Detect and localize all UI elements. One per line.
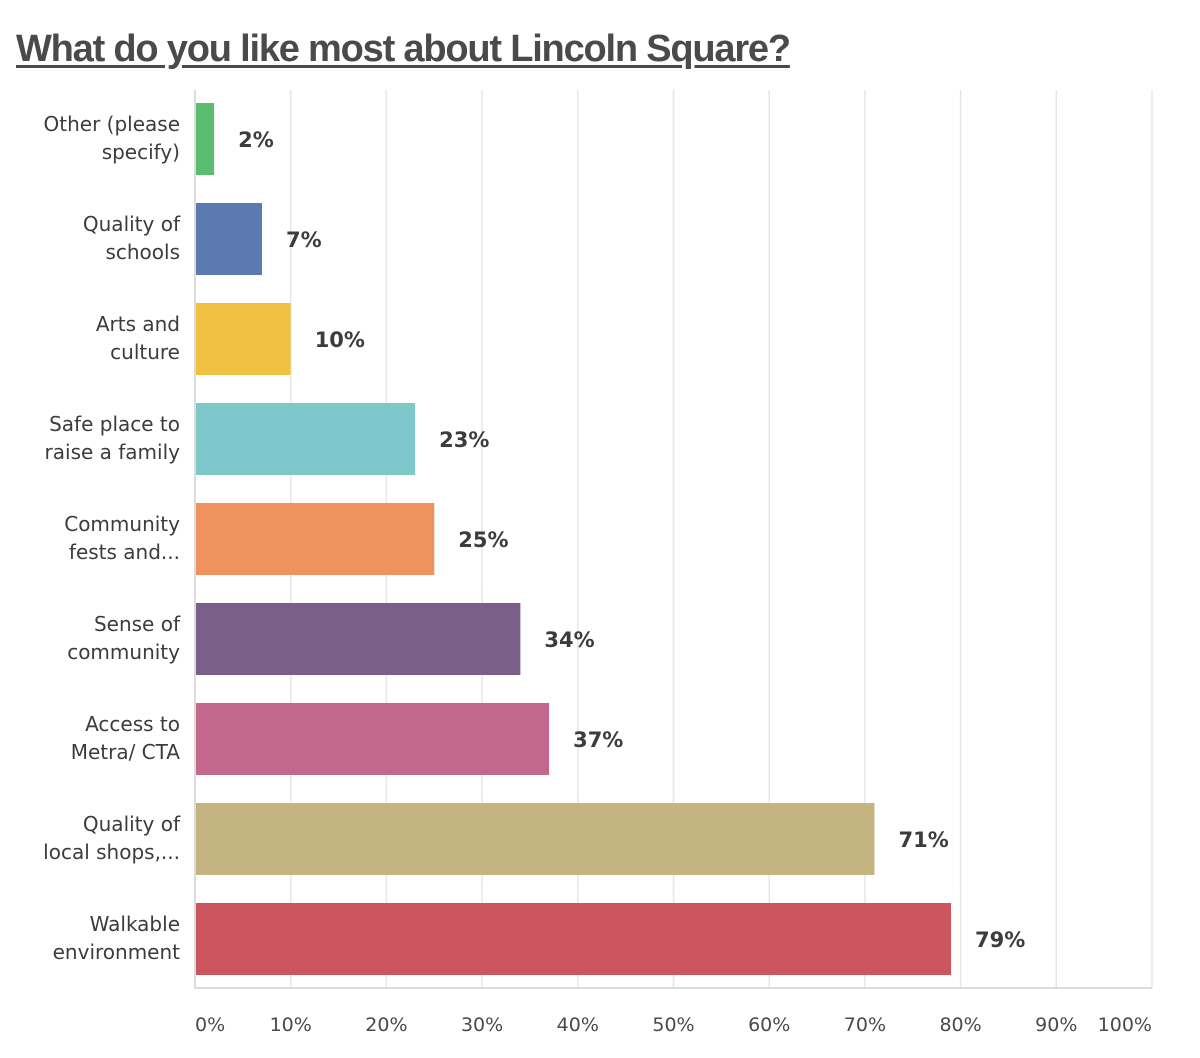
category-label: Other (please specify): [44, 112, 180, 164]
bar: [196, 603, 521, 675]
category-label: Walkable environment: [53, 912, 181, 964]
bar: [196, 303, 291, 375]
bar: [196, 203, 262, 275]
x-tick-label: 0%: [195, 1014, 225, 1036]
x-tick-label: 10%: [270, 1014, 312, 1036]
data-label: 10%: [315, 328, 365, 352]
x-tick-label: 40%: [557, 1014, 599, 1036]
data-label: 7%: [286, 228, 322, 252]
data-label: 34%: [544, 628, 594, 652]
category-label: Community fests and...: [64, 512, 180, 564]
bar: [196, 703, 550, 775]
category-label: Access to Metra/ CTA: [71, 712, 181, 764]
chart-title: What do you like most about Lincoln Squa…: [16, 28, 791, 70]
x-tick-label: 60%: [748, 1014, 790, 1036]
bar: [196, 103, 215, 175]
x-tick-label: 70%: [844, 1014, 886, 1036]
x-tick-label: 20%: [365, 1014, 407, 1036]
bar: [196, 803, 875, 875]
bar: [196, 503, 435, 575]
data-label: 79%: [975, 928, 1025, 952]
x-tick-label: 100%: [1098, 1014, 1152, 1036]
bars: [196, 103, 952, 975]
category-label: Safe place to raise a family: [45, 412, 181, 464]
x-tick-label: 30%: [461, 1014, 503, 1036]
category-label: Arts and culture: [96, 312, 180, 364]
bar: [196, 903, 952, 975]
x-tick-label: 80%: [939, 1014, 981, 1036]
data-label: 37%: [573, 728, 623, 752]
x-tick-label: 50%: [652, 1014, 694, 1036]
x-tick-label: 90%: [1035, 1014, 1077, 1036]
data-label: 2%: [238, 128, 274, 152]
category-labels: Other (please specify) Quality of schools Ar…: [43, 112, 181, 964]
data-label: 23%: [439, 428, 489, 452]
bar: [196, 403, 416, 475]
data-label: 25%: [458, 528, 508, 552]
data-label: 71%: [898, 828, 948, 852]
x-axis: [194, 90, 1152, 989]
category-label: Quality of schools: [83, 212, 181, 264]
category-label: Sense of community: [67, 612, 181, 664]
x-tick-labels: 0% 10% 20% 30% 40% 50% 60% 70% 80% 90% 100%: [195, 1014, 1152, 1036]
category-label: Quality of local shops,...: [43, 812, 181, 864]
value-labels: 2% 7% 10% 23% 25% 34% 37% 71% 79%: [238, 128, 1025, 952]
